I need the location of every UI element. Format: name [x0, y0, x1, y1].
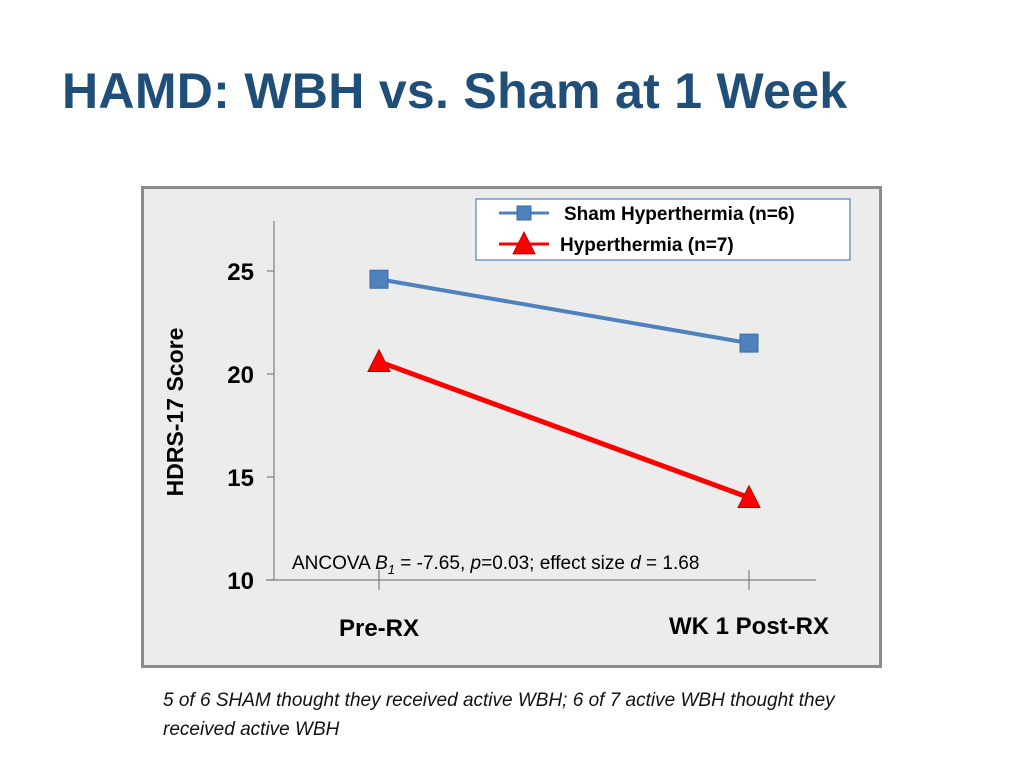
y-tick-label: 10 — [227, 568, 254, 595]
y-tick-label: 20 — [227, 362, 254, 389]
y-tick-label: 15 — [227, 465, 254, 492]
footnote: 5 of 6 SHAM thought they received active… — [163, 690, 835, 740]
series-line-1 — [378, 359, 750, 500]
legend-label-0: Sham Hyperthermia (n=6) — [564, 204, 795, 225]
x-category-label: Pre-RX — [339, 615, 419, 642]
ancova-annotation: ANCOVA B1 = -7.65, p=0.03; effect size d… — [292, 553, 699, 577]
legend-box — [475, 198, 851, 261]
data-point-square — [739, 333, 759, 353]
line-chart: 10 15 20 25 Pre-RX WK 1 Post-RX HDRS-17 Score S… — [162, 198, 851, 642]
legend-label-1: Hyperthermia (n=7) — [560, 235, 734, 256]
x-category-label: WK 1 Post-RX — [669, 613, 829, 640]
data-point-triangle — [367, 348, 391, 373]
slide-title: HAMD: WBH vs. Sham at 1 Week — [62, 63, 848, 119]
chart-frame: 10 15 20 25 Pre-RX WK 1 Post-RX HDRS-17 Score S… — [141, 186, 882, 668]
series-line-0 — [378, 277, 750, 346]
legend-marker-square — [516, 205, 532, 221]
data-point-triangle — [737, 484, 761, 508]
data-point-square — [369, 269, 389, 289]
legend-marker-triangle — [512, 230, 536, 255]
y-axis-title: HDRS-17 Score — [162, 328, 188, 497]
y-tick-label: 25 — [227, 259, 254, 286]
